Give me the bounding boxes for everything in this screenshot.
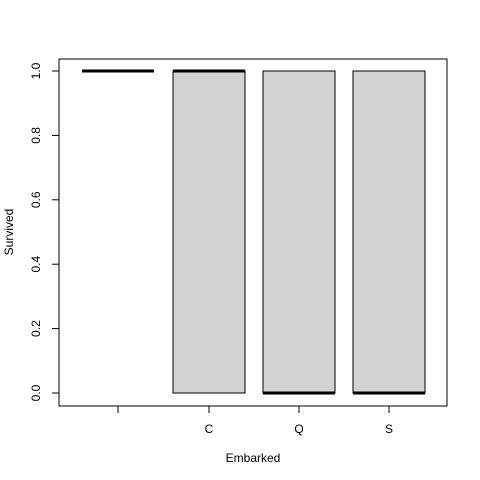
y-axis-label: Survived [2, 209, 16, 256]
y-tick-label: 0.4 [29, 256, 43, 273]
box-body [173, 71, 245, 393]
x-axis-label: Embarked [226, 451, 281, 465]
box-Q [263, 71, 335, 393]
y-axis: 0.0 0.2 0.4 0.6 0.8 1.0 [29, 62, 59, 401]
x-tick-label: C [205, 422, 214, 436]
box-C [173, 71, 245, 393]
y-tick-label: 0.2 [29, 320, 43, 337]
y-tick-label: 0.6 [29, 191, 43, 208]
box-body [353, 71, 425, 393]
x-tick-label: Q [294, 422, 303, 436]
y-tick-label: 0.8 [29, 127, 43, 144]
box-S [353, 71, 425, 393]
box-body [263, 71, 335, 393]
x-tick-label: S [385, 422, 393, 436]
y-tick-label: 1.0 [29, 62, 43, 79]
y-tick-label: 0.0 [29, 384, 43, 401]
boxes [82, 71, 425, 393]
